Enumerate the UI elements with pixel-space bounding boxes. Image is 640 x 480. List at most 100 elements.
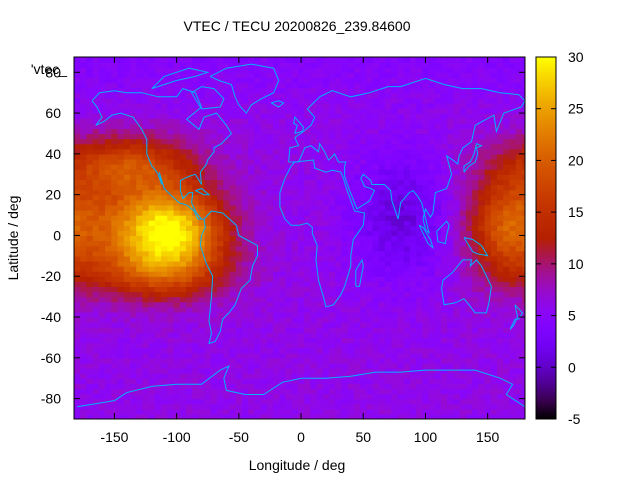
- heatmap-cell: [353, 286, 361, 293]
- heatmap-cell: [416, 133, 423, 140]
- heatmap-cell: [329, 357, 336, 364]
- heatmap-cell: [198, 204, 206, 211]
- heatmap-cell: [329, 327, 336, 333]
- heatmap-cell: [248, 57, 255, 63]
- heatmap-cell: [403, 62, 411, 68]
- heatmap-cell: [347, 225, 355, 231]
- heatmap-cell: [241, 220, 249, 226]
- heatmap-cell: [434, 342, 442, 349]
- heatmap-cell: [279, 133, 287, 140]
- heatmap-cell: [304, 107, 311, 114]
- heatmap-cell: [316, 332, 324, 339]
- heatmap-cell: [210, 204, 218, 211]
- heatmap-cell: [173, 143, 181, 150]
- heatmap-cell: [123, 204, 131, 211]
- heatmap-cell: [378, 337, 386, 344]
- heatmap-cell: [123, 296, 131, 303]
- heatmap-cell: [241, 352, 249, 359]
- heatmap-cell: [248, 281, 255, 288]
- heatmap-cell: [260, 118, 268, 124]
- heatmap-cell: [297, 143, 305, 150]
- heatmap-cell: [503, 107, 511, 114]
- heatmap-cell: [192, 82, 200, 89]
- heatmap-cell: [229, 393, 237, 400]
- heatmap-cell: [185, 408, 193, 415]
- heatmap-cell: [179, 245, 187, 252]
- heatmap-cell: [310, 143, 318, 150]
- heatmap-cell: [434, 97, 442, 104]
- heatmap-cell: [385, 296, 392, 303]
- heatmap-cell: [441, 67, 448, 73]
- heatmap-cell: [235, 215, 243, 221]
- heatmap-cell: [447, 393, 455, 400]
- heatmap-cell: [105, 107, 112, 114]
- heatmap-cell: [434, 398, 442, 405]
- heatmap-cell: [316, 118, 324, 124]
- heatmap-cell: [353, 317, 361, 323]
- heatmap-cell: [111, 362, 119, 369]
- heatmap-cell: [235, 327, 243, 333]
- heatmap-cell: [366, 77, 374, 84]
- heatmap-cell: [503, 169, 511, 175]
- heatmap-cell: [161, 317, 168, 323]
- heatmap-cell: [105, 337, 112, 344]
- heatmap-cell: [129, 413, 137, 419]
- heatmap-cell: [86, 169, 94, 175]
- heatmap-cell: [80, 148, 88, 155]
- heatmap-cell: [179, 342, 187, 349]
- heatmap-cell: [210, 235, 218, 242]
- heatmap-cell: [353, 403, 361, 410]
- heatmap-cell: [447, 107, 455, 114]
- heatmap-cell: [341, 123, 349, 129]
- heatmap-cell: [409, 362, 417, 369]
- heatmap-cell: [447, 143, 455, 150]
- heatmap-cell: [129, 311, 137, 318]
- heatmap-cell: [260, 148, 268, 155]
- heatmap-cell: [484, 220, 492, 226]
- heatmap-cell: [360, 296, 367, 303]
- heatmap-cell: [472, 373, 479, 379]
- heatmap-cell: [360, 250, 367, 257]
- heatmap-cell: [409, 332, 417, 339]
- heatmap-cell: [422, 230, 430, 237]
- heatmap-cell: [217, 291, 224, 298]
- heatmap-cell: [185, 311, 193, 318]
- heatmap-cell: [241, 347, 249, 354]
- heatmap-cell: [86, 97, 94, 104]
- heatmap-cell: [335, 408, 343, 415]
- heatmap-cell: [372, 113, 380, 119]
- heatmap-cell: [111, 311, 119, 318]
- heatmap-cell: [353, 194, 361, 201]
- heatmap-cell: [273, 153, 280, 160]
- heatmap-cell: [248, 332, 255, 339]
- heatmap-cell: [409, 57, 417, 63]
- heatmap-cell: [229, 398, 237, 405]
- heatmap-cell: [291, 342, 299, 349]
- heatmap-cell: [329, 398, 336, 405]
- heatmap-cell: [223, 388, 231, 395]
- heatmap-cell: [372, 133, 380, 140]
- heatmap-cell: [329, 215, 336, 221]
- heatmap-cell: [310, 296, 318, 303]
- heatmap-cell: [341, 245, 349, 252]
- heatmap-cell: [478, 184, 486, 191]
- heatmap-cell: [497, 82, 504, 89]
- heatmap-cell: [92, 398, 100, 405]
- heatmap-cell: [154, 357, 162, 364]
- heatmap-cell: [248, 164, 255, 170]
- heatmap-cell: [316, 311, 324, 318]
- heatmap-cell: [304, 138, 311, 145]
- heatmap-cell: [142, 230, 150, 237]
- heatmap-cell: [329, 306, 336, 313]
- heatmap-cell: [235, 67, 243, 73]
- heatmap-cell: [316, 97, 324, 104]
- heatmap-cell: [98, 311, 106, 318]
- heatmap-cell: [372, 332, 380, 339]
- heatmap-cell: [360, 235, 367, 242]
- heatmap-cell: [111, 357, 119, 364]
- heatmap-cell: [74, 97, 81, 104]
- heatmap-cell: [154, 373, 162, 379]
- heatmap-cell: [235, 398, 243, 405]
- heatmap-cell: [254, 204, 262, 211]
- heatmap-cell: [447, 413, 455, 419]
